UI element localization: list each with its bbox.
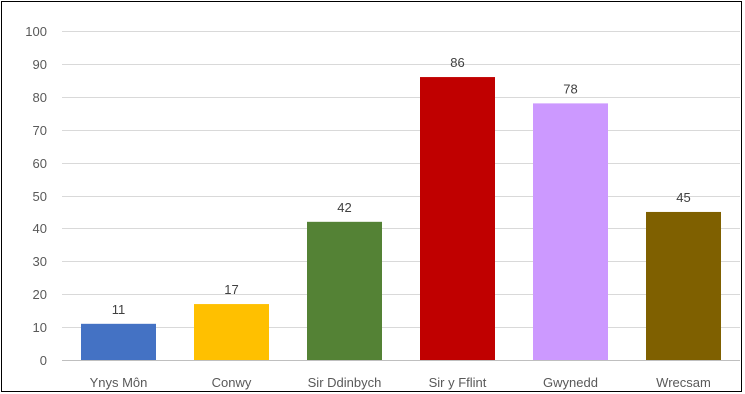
y-tick-label: 100 (25, 24, 47, 39)
bar (533, 103, 608, 360)
y-tick-label: 10 (33, 320, 47, 335)
y-tick-label: 60 (33, 156, 47, 171)
x-tick-label: Conwy (212, 375, 252, 390)
bar (420, 77, 495, 360)
data-label: 45 (676, 190, 690, 205)
data-label: 86 (450, 55, 464, 70)
y-tick-label: 80 (33, 90, 47, 105)
y-tick-label: 40 (33, 221, 47, 236)
y-axis-tick-labels: 0 10 20 30 40 50 60 70 80 90 100 (25, 24, 47, 368)
x-tick-label: Wrecsam (656, 375, 711, 390)
y-tick-label: 70 (33, 123, 47, 138)
x-tick-label: Sir Ddinbych (308, 375, 382, 390)
bar (307, 221, 382, 360)
y-tick-label: 50 (33, 189, 47, 204)
bar (646, 211, 721, 360)
y-tick-label: 20 (33, 287, 47, 302)
gridlines (62, 31, 740, 361)
y-tick-label: 90 (33, 57, 47, 72)
x-axis-tick-labels: Ynys Môn Conwy Sir Ddinbych Sir y Fflint Gwy… (90, 375, 711, 390)
x-tick-label: Ynys Môn (90, 375, 148, 390)
data-labels: 11 17 42 86 78 45 (112, 55, 691, 317)
data-label: 42 (337, 200, 351, 215)
x-tick-label: Sir y Fflint (429, 375, 487, 390)
bars (81, 77, 721, 360)
data-label: 11 (112, 302, 126, 317)
y-tick-label: 0 (40, 353, 47, 368)
bar (81, 323, 156, 360)
data-label: 17 (224, 282, 238, 297)
x-tick-label: Gwynedd (543, 375, 598, 390)
y-tick-label: 30 (33, 254, 47, 269)
bar (194, 304, 269, 360)
data-label: 78 (563, 81, 577, 96)
